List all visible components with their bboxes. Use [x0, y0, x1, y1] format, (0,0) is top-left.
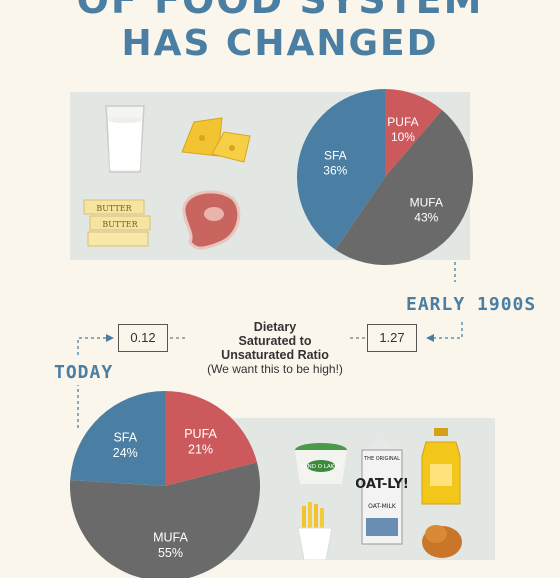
butter-label: BUTTER: [96, 204, 132, 213]
pie-slice-label: SFA: [113, 431, 137, 445]
milk-glass-icon: [105, 105, 145, 173]
butter-label: BUTTER: [102, 220, 138, 229]
carton-top-label: THE ORIGINAL: [363, 456, 400, 462]
carton-brand: OAT-LY!: [356, 477, 408, 492]
oat-milk-carton-icon: THE ORIGINAL OAT-LY! OAT-MILK: [356, 438, 408, 545]
pie-slice-label: PUFA: [184, 427, 217, 441]
era-label-early-1900s: EARLY 1900S: [406, 294, 537, 315]
pie-slice-mufa: [335, 110, 474, 266]
french-fries-icon: [297, 502, 333, 560]
title-line-2: HAS CHANGED: [121, 23, 439, 64]
cheese-icon: [181, 117, 251, 163]
pie-slice-pufa: [165, 391, 258, 486]
ratio-label-line: Unsaturated Ratio: [221, 348, 329, 362]
pie-slice-pufa: [385, 89, 443, 177]
raw-steak-icon: [182, 190, 241, 250]
ratio-value-today: 0.12: [118, 324, 168, 352]
ratio-note: (We want this to be high!): [207, 362, 343, 376]
pie-slice-value: 24%: [113, 446, 138, 460]
pie-slice-value: 36%: [323, 164, 347, 178]
pie-slice-value: 55%: [158, 546, 183, 560]
ratio-label-line: Saturated to: [238, 334, 312, 348]
vegetable-oil-bottle-icon: [421, 428, 461, 505]
fried-chicken-icon: [422, 525, 462, 558]
pie-slice-label: PUFA: [387, 115, 418, 129]
carton-sub: OAT-MILK: [368, 503, 397, 510]
ratio-label-line: Dietary: [253, 320, 297, 334]
pie-slice-label: MUFA: [410, 196, 443, 210]
tub-label: LAND O LAKES: [301, 464, 342, 470]
title-line-1: OF FOOD SYSTEM: [76, 0, 484, 22]
pie-slice-sfa: [297, 89, 385, 250]
arrow-to-today-ratio: [106, 334, 114, 342]
pie-slice-label: MUFA: [153, 531, 188, 545]
pie-slice-mufa: [70, 462, 260, 578]
butter-blocks-icon: BUTTER BUTTER: [83, 199, 151, 247]
arrow-to-early-ratio: [426, 334, 434, 342]
pie-slice-value: 10%: [391, 130, 415, 144]
pie-slice-value: 43%: [414, 211, 438, 225]
pie-slice-value: 21%: [188, 443, 213, 457]
pie-slice-label: SFA: [324, 149, 347, 163]
margarine-tub-icon: LAND O LAKES: [295, 443, 347, 484]
ratio-value-early: 1.27: [367, 324, 417, 352]
pie-slice-sfa: [70, 391, 165, 486]
era-label-today: TODAY: [54, 362, 114, 383]
